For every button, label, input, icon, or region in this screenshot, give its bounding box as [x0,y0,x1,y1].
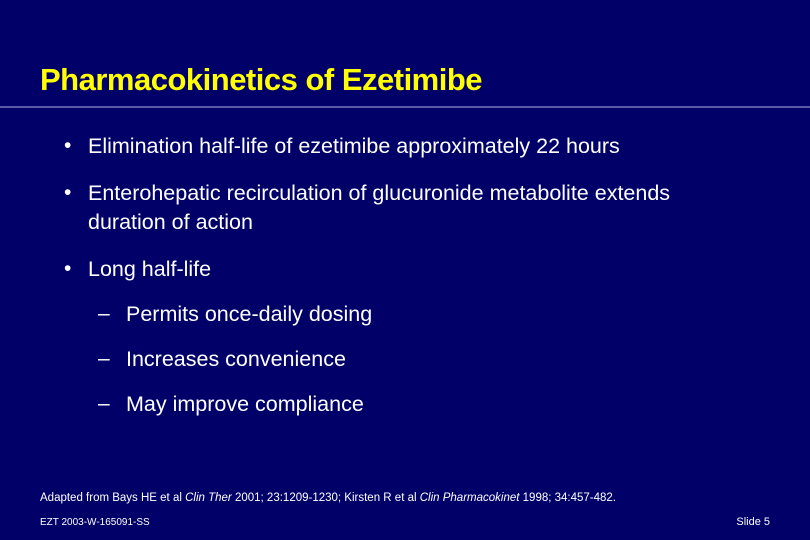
title-area: Pharmacokinetics of Ezetimibe [0,0,810,98]
bullet-text: Elimination half-life of ezetimibe appro… [88,134,620,158]
bullet-item: Enterohepatic recirculation of glucuroni… [60,179,750,237]
citation-text: 2001; 23:1209-1230; Kirsten R et al [232,492,420,504]
citation-text: 1998; 34:457-482. [519,492,616,504]
slide-number: Slide 5 [736,516,770,528]
sub-bullet-text: Increases convenience [126,347,346,371]
sub-bullet-item: May improve compliance [98,390,750,419]
citation-journal: Clin Pharmacokinet [420,492,520,504]
content-area: Elimination half-life of ezetimibe appro… [0,108,810,419]
bullet-item: Long half-life Permits once-daily dosing… [60,255,750,419]
slide: Pharmacokinetics of Ezetimibe Eliminatio… [0,0,810,540]
bullet-list: Elimination half-life of ezetimibe appro… [60,132,750,419]
bullet-text: Long half-life [88,257,211,281]
sub-bullet-list: Permits once-daily dosing Increases conv… [88,300,750,419]
sub-bullet-text: May improve compliance [126,392,364,416]
footer-code: EZT 2003-W-165091-SS [40,517,150,528]
citation: Adapted from Bays HE et al Clin Ther 200… [40,492,770,506]
bullet-item: Elimination half-life of ezetimibe appro… [60,132,750,161]
citation-text: Adapted from Bays HE et al [40,492,185,504]
sub-bullet-item: Increases convenience [98,345,750,374]
sub-bullet-text: Permits once-daily dosing [126,302,372,326]
citation-journal: Clin Ther [185,492,232,504]
bullet-text: Enterohepatic recirculation of glucuroni… [88,181,670,234]
slide-title: Pharmacokinetics of Ezetimibe [40,62,770,98]
sub-bullet-item: Permits once-daily dosing [98,300,750,329]
